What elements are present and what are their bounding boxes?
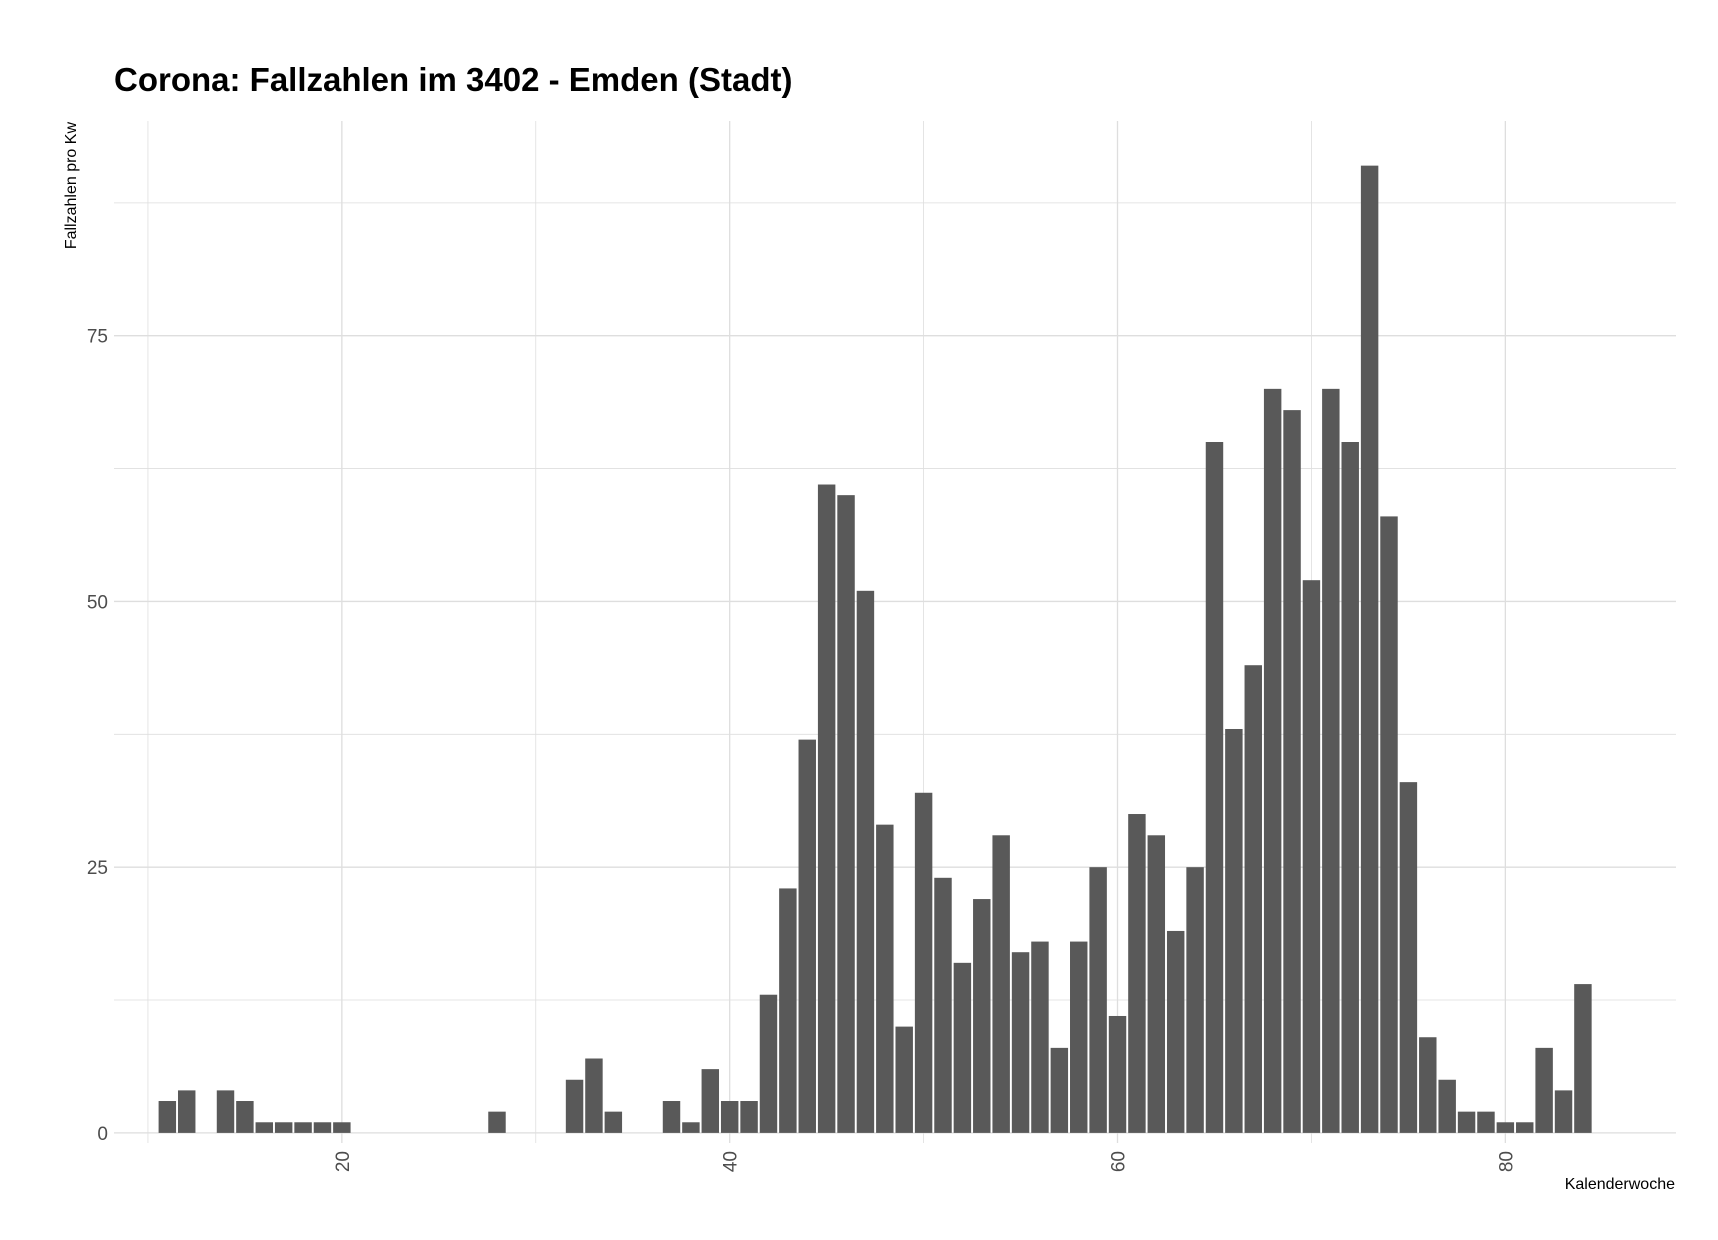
bar-kw-41	[740, 1101, 758, 1133]
y-tick-label-75: 75	[87, 327, 108, 348]
bar-kw-74	[1380, 516, 1398, 1133]
bar-kw-71	[1322, 388, 1340, 1133]
bar-kw-17	[274, 1122, 293, 1133]
y-tick-label-25: 25	[87, 858, 108, 879]
bar-kw-48	[876, 824, 894, 1133]
bar-kw-44	[798, 739, 816, 1133]
bar-kw-15	[236, 1101, 254, 1133]
bar-kw-60	[1108, 1015, 1127, 1133]
bar-kw-32	[565, 1079, 584, 1133]
chart-title: Corona: Fallzahlen im 3402 - Emden (Stad…	[114, 61, 792, 98]
grid-minor-lines	[114, 121, 1676, 1143]
bar-kw-46	[837, 495, 855, 1133]
x-tick-label-40: 40	[721, 1151, 742, 1172]
bar-kw-63	[1166, 930, 1185, 1133]
y-tick-label-50: 50	[87, 592, 108, 613]
bar-kw-61	[1128, 814, 1146, 1133]
bar-kw-65	[1205, 442, 1224, 1133]
bar-kw-82	[1535, 1047, 1553, 1133]
x-tick-label-20: 20	[333, 1151, 354, 1172]
grid-major-lines	[114, 121, 1676, 1143]
bar-kw-19	[313, 1122, 332, 1133]
bar-kw-81	[1516, 1122, 1534, 1133]
bar-kw-47	[856, 590, 875, 1133]
bar-kw-54	[992, 835, 1010, 1133]
bar-kw-73	[1360, 165, 1379, 1133]
bar-kw-12	[177, 1090, 196, 1133]
bar-kw-45	[817, 484, 836, 1133]
bar-kw-84	[1574, 984, 1592, 1133]
bar-kw-57	[1050, 1047, 1069, 1133]
bar-kw-16	[255, 1122, 274, 1133]
bar-kw-38	[682, 1122, 700, 1133]
bar-kw-69	[1283, 410, 1301, 1133]
bar-kw-56	[1031, 941, 1049, 1133]
bar-kw-53	[973, 899, 991, 1133]
bar-kw-70	[1302, 580, 1321, 1133]
y-tick-labels: 0 25 50 75	[87, 327, 108, 1145]
x-tick-labels: 20 40 60 80	[333, 1151, 1518, 1172]
bar-kw-72	[1341, 442, 1359, 1133]
bar-kw-64	[1186, 867, 1204, 1133]
bar-kw-37	[662, 1101, 681, 1133]
bar-kw-11	[158, 1101, 177, 1133]
x-tick-label-80: 80	[1496, 1151, 1517, 1172]
y-axis-title: Fallzahlen pro Kw	[63, 122, 80, 250]
bar-kw-78	[1457, 1111, 1476, 1133]
bar-kw-34	[604, 1111, 623, 1133]
x-axis-title: Kalenderwoche	[1565, 1176, 1675, 1193]
bar-kw-80	[1496, 1122, 1515, 1133]
bar-kw-20	[333, 1122, 351, 1133]
bars-group	[158, 165, 1592, 1133]
bar-kw-76	[1419, 1037, 1437, 1133]
bar-kw-50	[914, 792, 933, 1133]
bar-kw-33	[585, 1058, 603, 1133]
bar-kw-62	[1147, 835, 1166, 1133]
bar-kw-28	[488, 1111, 506, 1133]
bar-kw-42	[759, 994, 778, 1133]
bar-kw-55	[1011, 952, 1030, 1133]
bar-kw-68	[1263, 388, 1282, 1133]
bar-kw-49	[895, 1026, 913, 1133]
bar-kw-51	[934, 877, 952, 1133]
bar-kw-59	[1089, 867, 1107, 1133]
bar-kw-52	[953, 962, 972, 1133]
bar-kw-77	[1438, 1079, 1456, 1133]
bar-kw-39	[701, 1069, 720, 1133]
bar-kw-14	[216, 1090, 235, 1133]
bar-kw-43	[779, 888, 797, 1133]
bar-kw-83	[1554, 1090, 1573, 1133]
bar-kw-67	[1244, 665, 1262, 1133]
bar-kw-75	[1399, 782, 1418, 1133]
bar-kw-79	[1477, 1111, 1495, 1133]
bar-kw-66	[1225, 728, 1243, 1133]
y-tick-label-0: 0	[97, 1124, 108, 1145]
bar-kw-58	[1070, 941, 1088, 1133]
bar-kw-40	[720, 1101, 739, 1133]
bar-kw-18	[294, 1122, 312, 1133]
x-tick-label-60: 60	[1109, 1151, 1130, 1172]
